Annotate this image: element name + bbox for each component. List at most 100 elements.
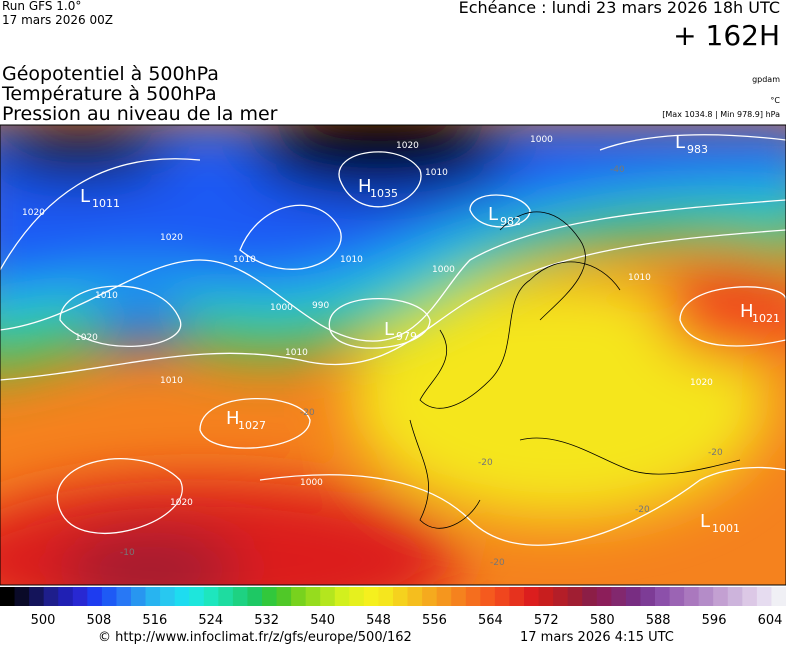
temperature-label: -20 [708,448,723,458]
scale-label: 596 [702,613,727,628]
pressure-letter: L [80,186,90,207]
color-swatch [276,587,292,606]
color-swatch [58,587,74,606]
scale-label: 580 [590,613,615,628]
color-swatch [393,587,409,606]
pressure-letter: L [675,132,685,153]
unit: [Max 1034.8 | Min 978.9] hPa [662,110,780,119]
pressure-letter: H [226,408,240,429]
isobar-label: 1010 [160,376,183,386]
color-swatch [407,587,423,606]
color-swatch [509,587,525,606]
temperature-label: -40 [610,165,625,175]
isobar-label: 1020 [22,208,45,218]
scale-label: 532 [254,613,279,628]
scale-label: 524 [198,613,223,628]
color-swatch [320,587,336,606]
isobar-label: 1010 [425,168,448,178]
color-swatch [72,587,88,606]
lead-time: + 162H [673,19,780,52]
pressure-value: 1001 [712,522,740,535]
color-swatch [291,587,307,606]
color-swatch [262,587,278,606]
color-swatch [553,587,569,606]
color-swatch [655,587,671,606]
color-swatch [713,587,729,606]
color-swatch [349,587,365,606]
pressure-value: 1035 [370,187,398,200]
isobar-label: 1000 [300,478,323,488]
color-swatch [0,587,16,606]
field: Pression au niveau de la mer [2,103,278,125]
temperature-label: -20 [635,505,650,515]
color-swatch [43,587,59,606]
pressure-letter: L [384,319,394,340]
scale-label: 516 [142,613,167,628]
color-swatch [101,587,117,606]
color-swatch [422,587,438,606]
scale-label: 500 [31,613,56,628]
pressure-letter: L [700,511,710,532]
isobar-label: 1020 [396,141,419,151]
isobar-label: 1020 [170,498,193,508]
color-swatch [451,587,467,606]
color-swatch [87,587,103,606]
isobar-label: 1010 [285,348,308,358]
temperature-label: -20 [478,458,493,468]
generated-time: 17 mars 2026 4:15 UTC [520,630,674,645]
field: Géopotentiel à 500hPa [2,63,219,85]
temperature-label: -10 [120,548,135,558]
color-swatch [698,587,714,606]
color-swatch [145,587,161,606]
color-swatch [756,587,772,606]
isobar-label: 1000 [530,135,553,145]
color-swatch [684,587,700,606]
isobar-label: 1020 [75,333,98,343]
isobars [0,134,786,546]
color-swatch [640,587,656,606]
isobar-label: 1010 [628,273,651,283]
pressure-value: 1021 [752,312,780,325]
color-swatch [29,587,45,606]
color-swatch [611,587,627,606]
color-swatch [538,587,554,606]
scale-label: 540 [310,613,335,628]
pressure-letter: H [358,176,372,197]
color-swatch [582,587,598,606]
temperature-label: -20 [300,408,315,418]
pressure-value: 1027 [238,419,266,432]
pressure-value: 979 [396,330,417,343]
valid-time: Echéance : lundi 23 mars 2026 18h UTC [458,0,780,17]
run: Run GFS 1.0° [2,0,82,13]
scale-label: 572 [534,613,559,628]
color-swatch [363,587,379,606]
map-frame [0,124,786,586]
color-swatch [436,587,452,606]
scale-label: 548 [366,613,391,628]
color-swatch [247,587,263,606]
field: Température à 500hPa [2,83,217,105]
color-swatch [378,587,394,606]
color-swatch [596,587,612,606]
coastlines [409,211,741,529]
temperature-field [0,125,786,585]
color-swatch [131,587,147,606]
scale-label: 508 [87,613,112,628]
isobar-label: 1020 [690,378,713,388]
color-swatch [669,587,685,606]
color-swatch [174,587,190,606]
pressure-letter: H [740,301,754,322]
color-swatch [116,587,132,606]
color-swatch [480,587,496,606]
color-swatch [494,587,510,606]
color-swatch [203,587,219,606]
unit: °C [770,96,780,105]
isobar-label: 1020 [160,233,183,243]
pressure-value: 983 [687,143,708,156]
color-swatch [14,587,30,606]
scale-label: 564 [478,613,503,628]
scale-label: 604 [758,613,783,628]
